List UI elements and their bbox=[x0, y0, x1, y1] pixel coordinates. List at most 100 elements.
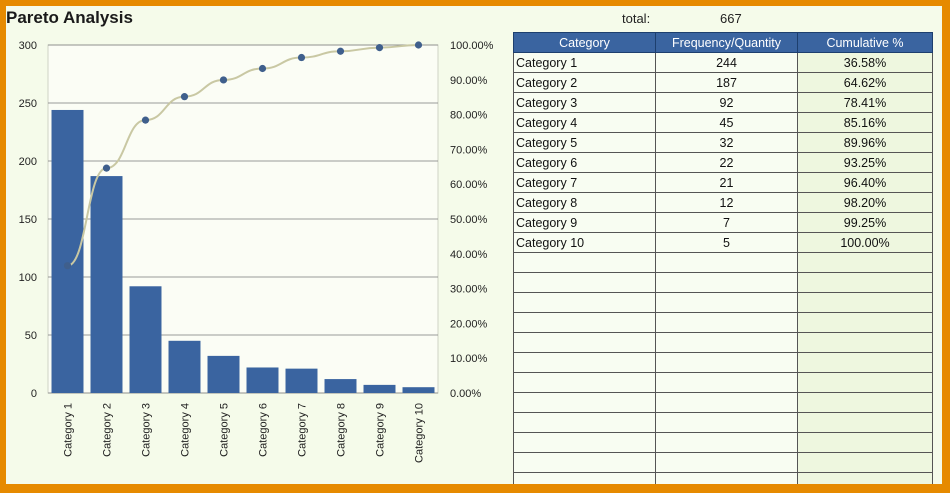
right-tick-label: 90.00% bbox=[450, 75, 488, 87]
cumulative-line bbox=[63, 41, 423, 270]
right-tick-label: 30.00% bbox=[450, 284, 488, 296]
header-frequency[interactable]: Frequency/Quantity bbox=[655, 32, 798, 53]
left-tick-label: 250 bbox=[19, 98, 37, 110]
cell-category[interactable]: Category 7 bbox=[513, 172, 656, 193]
cell-empty[interactable] bbox=[797, 392, 933, 413]
cell-frequency[interactable]: 21 bbox=[655, 172, 798, 193]
cell-frequency[interactable]: 187 bbox=[655, 72, 798, 93]
right-tick-label: 80.00% bbox=[450, 110, 488, 122]
cell-cumulative[interactable]: 78.41% bbox=[797, 92, 933, 113]
cell-empty[interactable] bbox=[655, 352, 798, 373]
cell-cumulative[interactable]: 96.40% bbox=[797, 172, 933, 193]
right-tick-label: 70.00% bbox=[450, 144, 488, 156]
cell-frequency[interactable]: 12 bbox=[655, 192, 798, 213]
cell-empty[interactable] bbox=[655, 372, 798, 393]
table-row: Category 2 187 64.62% bbox=[513, 72, 933, 93]
right-tick-label: 50.00% bbox=[450, 214, 488, 226]
cell-empty[interactable] bbox=[655, 472, 798, 484]
cell-empty[interactable] bbox=[797, 432, 933, 453]
table-row-empty bbox=[513, 472, 933, 484]
cell-empty[interactable] bbox=[797, 412, 933, 433]
cell-frequency[interactable]: 5 bbox=[655, 232, 798, 253]
cell-empty[interactable] bbox=[655, 252, 798, 273]
left-tick-label: 300 bbox=[19, 40, 37, 52]
cell-empty[interactable] bbox=[797, 452, 933, 473]
cell-frequency[interactable]: 244 bbox=[655, 52, 798, 73]
cell-empty[interactable] bbox=[513, 372, 656, 393]
cell-cumulative[interactable]: 85.16% bbox=[797, 112, 933, 133]
category-label: Category 5 bbox=[219, 403, 231, 457]
cell-empty[interactable] bbox=[513, 452, 656, 473]
cell-empty[interactable] bbox=[655, 432, 798, 453]
table-row: Category 9 7 99.25% bbox=[513, 212, 933, 233]
x-axis: Category 1 Category 2 Category 3 Category 4… bbox=[63, 403, 426, 463]
table-body: Category 1 244 36.58% Category 2 187 64.62% Ca… bbox=[513, 52, 933, 484]
cell-empty[interactable] bbox=[513, 432, 656, 453]
cell-empty[interactable] bbox=[797, 352, 933, 373]
cell-empty[interactable] bbox=[797, 272, 933, 293]
cell-empty[interactable] bbox=[513, 392, 656, 413]
cell-cumulative[interactable]: 36.58% bbox=[797, 52, 933, 73]
table-header-row: Category Frequency/Quantity Cumulative % bbox=[513, 32, 933, 53]
table-row-empty bbox=[513, 272, 933, 293]
cell-empty[interactable] bbox=[655, 392, 798, 413]
right-tick-label: 20.00% bbox=[450, 318, 488, 330]
cell-cumulative[interactable]: 89.96% bbox=[797, 132, 933, 153]
category-label: Category 7 bbox=[297, 403, 309, 457]
cell-category[interactable]: Category 4 bbox=[513, 112, 656, 133]
cell-category[interactable]: Category 8 bbox=[513, 192, 656, 213]
cell-empty[interactable] bbox=[513, 272, 656, 293]
cell-empty[interactable] bbox=[797, 312, 933, 333]
cell-frequency[interactable]: 45 bbox=[655, 112, 798, 133]
cell-empty[interactable] bbox=[513, 472, 656, 484]
cell-category[interactable]: Category 9 bbox=[513, 212, 656, 233]
category-label: Category 8 bbox=[336, 403, 348, 457]
cell-empty[interactable] bbox=[797, 292, 933, 313]
cell-frequency[interactable]: 7 bbox=[655, 212, 798, 233]
cell-empty[interactable] bbox=[513, 332, 656, 353]
cumulative-point bbox=[258, 64, 267, 73]
cell-frequency[interactable]: 32 bbox=[655, 132, 798, 153]
cell-cumulative[interactable]: 64.62% bbox=[797, 72, 933, 93]
cell-cumulative[interactable]: 93.25% bbox=[797, 152, 933, 173]
cumulative-point bbox=[375, 44, 384, 52]
cell-category[interactable]: Category 5 bbox=[513, 132, 656, 153]
cell-empty[interactable] bbox=[655, 272, 798, 293]
cell-empty[interactable] bbox=[655, 452, 798, 473]
bar bbox=[129, 286, 162, 393]
table-row: Category 3 92 78.41% bbox=[513, 92, 933, 113]
cell-cumulative[interactable]: 100.00% bbox=[797, 232, 933, 253]
cell-category[interactable]: Category 6 bbox=[513, 152, 656, 173]
header-cumulative[interactable]: Cumulative % bbox=[797, 32, 933, 53]
cell-category[interactable]: Category 1 bbox=[513, 52, 656, 73]
cell-frequency[interactable]: 92 bbox=[655, 92, 798, 113]
cell-empty[interactable] bbox=[513, 352, 656, 373]
cell-empty[interactable] bbox=[655, 312, 798, 333]
bar bbox=[402, 387, 435, 393]
cell-empty[interactable] bbox=[513, 412, 656, 433]
cell-cumulative[interactable]: 99.25% bbox=[797, 212, 933, 233]
cell-empty[interactable] bbox=[797, 372, 933, 393]
cell-frequency[interactable]: 22 bbox=[655, 152, 798, 173]
cell-cumulative[interactable]: 98.20% bbox=[797, 192, 933, 213]
cell-empty[interactable] bbox=[655, 332, 798, 353]
cell-empty[interactable] bbox=[655, 292, 798, 313]
category-label: Category 6 bbox=[258, 403, 270, 457]
bar bbox=[168, 340, 201, 393]
cell-empty[interactable] bbox=[513, 292, 656, 313]
cumulative-point bbox=[414, 41, 423, 49]
cell-empty[interactable] bbox=[797, 472, 933, 484]
cell-empty[interactable] bbox=[655, 412, 798, 433]
cell-empty[interactable] bbox=[797, 252, 933, 273]
cumulative-point bbox=[336, 47, 345, 55]
cell-category[interactable]: Category 10 bbox=[513, 232, 656, 253]
bar bbox=[285, 368, 318, 393]
table-row-empty bbox=[513, 412, 933, 433]
cell-category[interactable]: Category 2 bbox=[513, 72, 656, 93]
cell-empty[interactable] bbox=[513, 252, 656, 273]
cell-empty[interactable] bbox=[797, 332, 933, 353]
cell-empty[interactable] bbox=[513, 312, 656, 333]
header-category[interactable]: Category bbox=[513, 32, 656, 53]
cumulative-point bbox=[141, 116, 150, 124]
cell-category[interactable]: Category 3 bbox=[513, 92, 656, 113]
